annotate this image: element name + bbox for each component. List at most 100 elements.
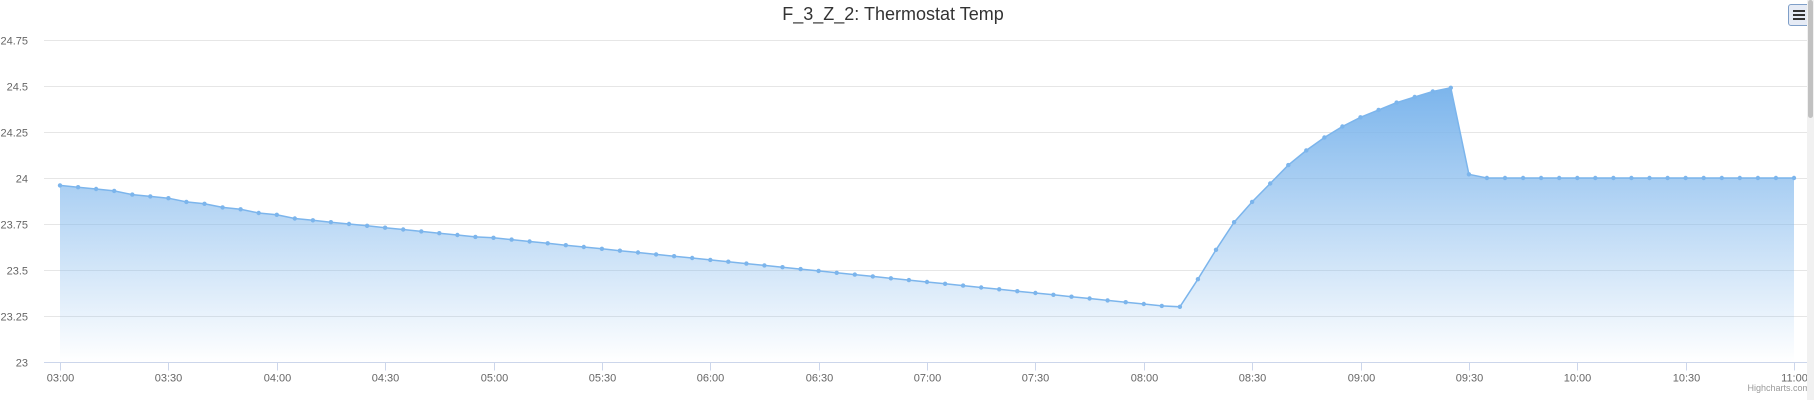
- data-point[interactable]: [1340, 124, 1345, 129]
- data-point[interactable]: [635, 250, 641, 255]
- data-point[interactable]: [563, 243, 568, 248]
- data-point[interactable]: [93, 186, 99, 192]
- data-point[interactable]: [1448, 85, 1454, 91]
- data-point[interactable]: [1575, 175, 1580, 181]
- data-point[interactable]: [1015, 289, 1020, 294]
- data-point[interactable]: [1520, 175, 1526, 181]
- data-point[interactable]: [671, 254, 677, 259]
- data-point[interactable]: [1502, 175, 1508, 181]
- data-point[interactable]: [599, 246, 605, 251]
- scrollbar-thumb[interactable]: [1808, 0, 1813, 118]
- data-point[interactable]: [256, 210, 261, 216]
- data-point[interactable]: [57, 183, 63, 188]
- data-point[interactable]: [1611, 175, 1616, 181]
- data-point[interactable]: [924, 279, 930, 285]
- data-point[interactable]: [870, 274, 875, 279]
- data-point[interactable]: [1466, 172, 1472, 177]
- data-point[interactable]: [1376, 107, 1381, 113]
- data-point[interactable]: [888, 276, 894, 281]
- data-point[interactable]: [1683, 175, 1688, 181]
- data-point[interactable]: [1051, 292, 1056, 297]
- data-point[interactable]: [852, 272, 857, 277]
- data-point[interactable]: [1647, 175, 1652, 181]
- data-point[interactable]: [997, 287, 1002, 292]
- data-point[interactable]: [1412, 94, 1417, 100]
- data-point[interactable]: [798, 266, 803, 272]
- data-point[interactable]: [202, 201, 207, 206]
- data-point[interactable]: [274, 212, 279, 217]
- data-point[interactable]: [527, 239, 532, 244]
- data-point[interactable]: [1123, 300, 1128, 305]
- data-point[interactable]: [1593, 175, 1598, 181]
- data-point[interactable]: [1557, 175, 1562, 181]
- credits-link[interactable]: Highcharts.com: [1747, 383, 1810, 393]
- data-point[interactable]: [780, 265, 785, 270]
- data-point[interactable]: [364, 223, 370, 228]
- data-point[interactable]: [617, 248, 623, 253]
- data-point[interactable]: [220, 205, 225, 210]
- data-point[interactable]: [762, 263, 767, 268]
- data-point[interactable]: [1538, 175, 1544, 181]
- data-point[interactable]: [545, 241, 550, 246]
- data-point[interactable]: [509, 237, 514, 242]
- data-point[interactable]: [942, 281, 948, 286]
- data-point[interactable]: [708, 257, 713, 263]
- chart-menu-button[interactable]: [1788, 4, 1810, 26]
- data-point[interactable]: [1665, 175, 1670, 181]
- data-point[interactable]: [581, 244, 586, 250]
- data-point[interactable]: [1087, 296, 1092, 301]
- data-point[interactable]: [310, 218, 316, 223]
- data-point[interactable]: [130, 192, 135, 197]
- data-point[interactable]: [1213, 247, 1219, 252]
- data-point[interactable]: [328, 220, 334, 225]
- data-point[interactable]: [166, 196, 171, 201]
- data-point[interactable]: [1358, 115, 1363, 120]
- data-point[interactable]: [906, 277, 912, 283]
- data-point[interactable]: [1773, 175, 1779, 181]
- data-point[interactable]: [1322, 135, 1327, 140]
- data-point[interactable]: [1484, 175, 1490, 181]
- data-point[interactable]: [1286, 162, 1291, 168]
- data-point[interactable]: [1195, 277, 1201, 282]
- data-point[interactable]: [382, 225, 388, 230]
- data-point[interactable]: [184, 199, 189, 205]
- data-point[interactable]: [75, 185, 81, 190]
- data-point[interactable]: [1249, 199, 1255, 205]
- data-point[interactable]: [473, 234, 478, 240]
- scrollbar[interactable]: [1807, 0, 1814, 400]
- data-point[interactable]: [437, 231, 442, 236]
- data-point[interactable]: [1159, 303, 1165, 309]
- data-point[interactable]: [1105, 298, 1110, 303]
- data-point[interactable]: [960, 283, 966, 288]
- data-point[interactable]: [1177, 304, 1183, 309]
- data-point[interactable]: [238, 207, 243, 212]
- data-point[interactable]: [1304, 148, 1309, 153]
- data-point[interactable]: [834, 270, 839, 275]
- data-point[interactable]: [1629, 175, 1634, 181]
- data-point[interactable]: [1268, 181, 1273, 186]
- data-point[interactable]: [744, 261, 749, 266]
- data-point[interactable]: [112, 188, 117, 194]
- data-point[interactable]: [979, 285, 984, 290]
- data-point[interactable]: [1737, 175, 1743, 181]
- data-point[interactable]: [1141, 301, 1147, 307]
- data-point[interactable]: [1719, 175, 1725, 181]
- data-point[interactable]: [1394, 100, 1399, 105]
- data-point[interactable]: [1701, 175, 1706, 181]
- data-point[interactable]: [1069, 294, 1074, 299]
- data-point[interactable]: [419, 229, 424, 234]
- data-point[interactable]: [292, 216, 297, 221]
- data-point[interactable]: [401, 227, 406, 232]
- data-point[interactable]: [455, 232, 460, 238]
- data-point[interactable]: [816, 268, 821, 274]
- data-point[interactable]: [1231, 220, 1237, 225]
- data-point[interactable]: [1755, 175, 1761, 181]
- data-point[interactable]: [1430, 89, 1436, 94]
- data-point[interactable]: [346, 221, 352, 227]
- data-point[interactable]: [1791, 175, 1797, 181]
- data-point[interactable]: [690, 255, 695, 261]
- data-point[interactable]: [653, 252, 659, 257]
- data-point[interactable]: [148, 194, 153, 199]
- data-point[interactable]: [1033, 290, 1038, 296]
- data-point[interactable]: [491, 235, 496, 240]
